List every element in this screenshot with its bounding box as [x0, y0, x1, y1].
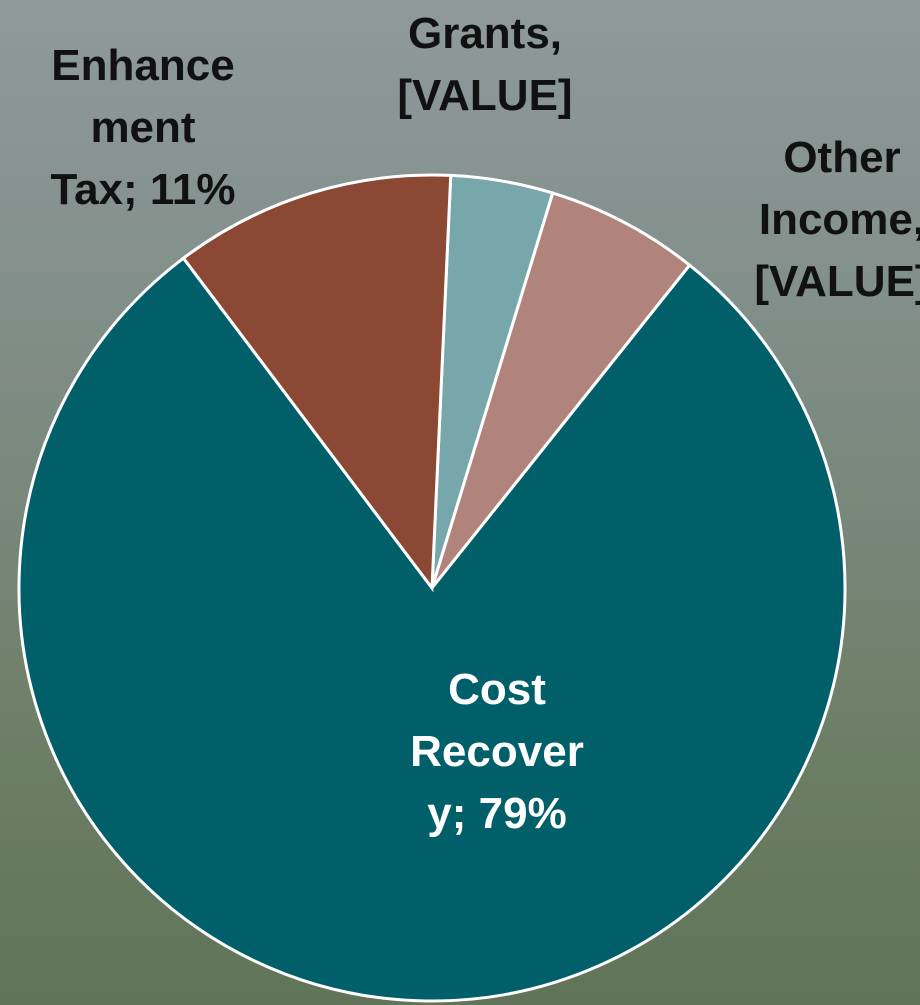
data-label: Grants, [VALUE] — [397, 9, 572, 120]
data-label: Cost Recover y; 79% — [410, 665, 584, 838]
data-label-line: [VALUE] — [397, 71, 572, 120]
data-label: Enhance ment Tax; 11% — [50, 41, 235, 214]
data-label-line: ment — [90, 103, 195, 152]
data-label-line: Enhance — [51, 41, 234, 90]
data-label-line: y; 79% — [427, 789, 566, 838]
data-label-line: Recover — [410, 727, 584, 776]
data-label-line: Cost — [448, 665, 546, 714]
data-label-line: Tax; 11% — [50, 165, 235, 214]
data-label-line: Income, — [759, 195, 920, 244]
data-label-line: Grants, — [408, 9, 562, 58]
pie-slice — [17, 256, 847, 1003]
data-label: Other Income, [VALUE] — [754, 133, 920, 306]
pie-slice — [181, 173, 453, 593]
pie-slice — [430, 191, 692, 589]
data-label-line: Other — [783, 133, 900, 182]
data-label-line: [VALUE] — [754, 257, 920, 306]
